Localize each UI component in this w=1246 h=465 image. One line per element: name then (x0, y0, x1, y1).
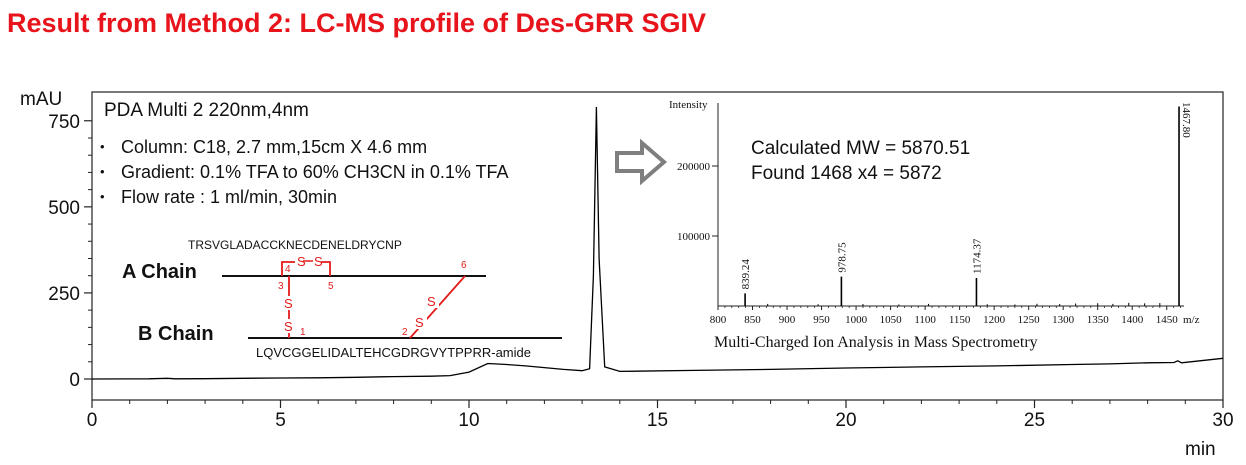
method-bullet-flow: Flow rate : 1 ml/min, 30min (121, 187, 337, 207)
sulfur-label: S (297, 254, 306, 269)
ms-x-tick-label: 1200 (983, 314, 1006, 326)
ms-x-tick-label: 850 (744, 314, 761, 326)
y-tick-label: 250 (48, 284, 80, 305)
ms-x-tick-label: 1350 (1087, 314, 1110, 326)
sulfur-label: S (284, 319, 293, 334)
ms-x-tick-label: 1400 (1121, 314, 1144, 326)
a-chain-sequence: TRSVGLADACCKNECDENELDRYCNP (188, 238, 402, 252)
cys-number: 5 (328, 281, 334, 292)
method-bullet-column: Column: C18, 2.7 mm,15cm X 4.6 mm (121, 137, 427, 157)
ms-peak-label: 978.75 (836, 242, 848, 273)
ms-x-tick-label: 1250 (1018, 314, 1041, 326)
chromatogram-trace (91, 106, 1224, 380)
mass-spectrum-inset: 800 850 900 950 1000 1050 1100 1150 1200 1250 1300… (669, 99, 1200, 351)
method-bullet-gradient: Gradient: 0.1% TFA to 60% CH3CN in 0.1% … (121, 162, 509, 182)
hollow-arrow-icon (615, 138, 668, 186)
ms-peak-label: 839.24 (740, 259, 752, 290)
x-tick-label: 10 (458, 410, 479, 431)
calculated-mw: Calculated MW = 5870.51 (751, 138, 970, 159)
sulfur-label: S (427, 294, 436, 309)
x-tick-label: 15 (647, 410, 668, 431)
found-mw: Found 1468 x4 = 5872 (751, 163, 942, 184)
ms-peak-label: 1467.80 (1180, 102, 1192, 138)
x-axis-label: min (1185, 439, 1216, 460)
ms-x-tick-label: 1300 (1052, 314, 1075, 326)
ms-x-tick-label: 1100 (914, 314, 936, 326)
ms-y-tick-label: 200000 (677, 161, 711, 173)
method-bullets: • Column: C18, 2.7 mm,15cm X 4.6 mm • Gr… (100, 137, 509, 207)
ms-x-tick-label: 950 (813, 314, 830, 326)
sulfur-label: S (415, 315, 424, 330)
y-tick-label: 500 (48, 198, 80, 219)
ms-caption: Multi-Charged Ion Analysis in Mass Spect… (714, 334, 1038, 351)
ms-x-tick-label: 900 (779, 314, 796, 326)
ms-x-tick-label: 1000 (845, 314, 868, 326)
x-tick-label: 30 (1212, 410, 1233, 431)
ms-x-axis-label: m/z (1183, 314, 1200, 326)
cys-number: 1 (300, 327, 306, 338)
bullet-dot: • (100, 189, 105, 204)
mass-spec-inset-background (668, 93, 1222, 355)
cys-number: 6 (461, 260, 467, 271)
ms-y-axis-label: Intensity (669, 99, 708, 111)
sulfur-label: S (284, 296, 293, 311)
ms-x-tick-label: 1050 (880, 314, 903, 326)
y-tick-label: 0 (69, 370, 80, 391)
ms-x-tick-label: 1150 (949, 314, 971, 326)
ms-x-tick-label: 800 (710, 314, 727, 326)
detector-label: PDA Multi 2 220nm,4nm (104, 100, 309, 121)
ms-peak-label: 1174.37 (971, 238, 983, 274)
slide-title: Result from Method 2: LC-MS profile of D… (7, 8, 707, 38)
ms-y-tick-label: 100000 (677, 231, 711, 243)
cys-number: 4 (285, 264, 291, 275)
x-tick-label: 0 (87, 410, 98, 431)
b-chain-label: B Chain (138, 323, 214, 345)
a-chain-label: A Chain (122, 261, 197, 283)
cys-number: 3 (278, 281, 284, 292)
x-tick-label: 20 (835, 410, 856, 431)
ms-x-tick-label: 1450 (1156, 314, 1179, 326)
bullet-dot: • (100, 139, 105, 154)
y-tick-label: 750 (48, 112, 80, 133)
y-axis-label: mAU (20, 89, 62, 110)
cys-number: 2 (402, 327, 408, 338)
peptide-diagram: TRSVGLADACCKNECDENELDRYCNP A Chain B Cha… (122, 238, 562, 360)
x-tick-label: 5 (275, 410, 286, 431)
bullet-dot: • (100, 164, 105, 179)
x-tick-label: 25 (1024, 410, 1045, 431)
sulfur-label: S (314, 254, 323, 269)
b-chain-sequence: LQVCGGELIDALTEHCGDRGVYTPPRR-amide (256, 345, 531, 360)
